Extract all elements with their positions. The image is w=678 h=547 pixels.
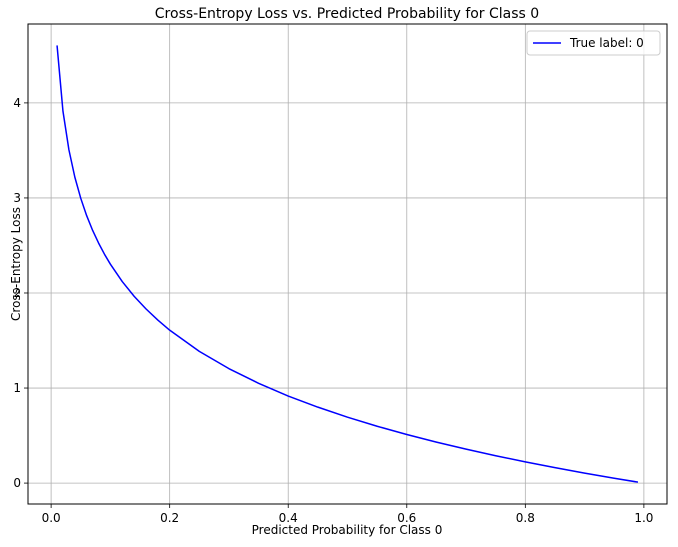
chart-title: Cross-Entropy Loss vs. Predicted Probabi… [155,6,539,22]
y-axis: 0 1 2 3 4 [13,96,28,490]
x-tick-label: 0.4 [279,511,298,525]
y-tick-label: 2 [13,286,21,300]
series-line [56,45,639,483]
x-axis: 0.0 0.2 0.4 0.6 0.8 1.0 [42,504,653,525]
grid-lines [28,24,667,504]
y-tick-label: 1 [13,381,21,395]
legend-label: True label: 0 [569,36,644,50]
x-tick-label: 0.6 [397,511,416,525]
x-tick-label: 0.0 [42,511,61,525]
x-tick-label: 0.8 [516,511,535,525]
y-tick-label: 4 [13,96,21,110]
y-axis-label: Cross-Entropy Loss [9,207,23,321]
y-tick-label: 3 [13,191,21,205]
series-layer [56,45,639,483]
legend: True label: 0 [526,30,661,56]
legend-box [526,30,661,56]
plot-frame [27,23,668,505]
x-tick-label: 1.0 [634,511,653,525]
x-axis-label: Predicted Probability for Class 0 [252,523,443,537]
x-tick-label: 0.2 [160,511,179,525]
y-tick-label: 0 [13,476,21,490]
